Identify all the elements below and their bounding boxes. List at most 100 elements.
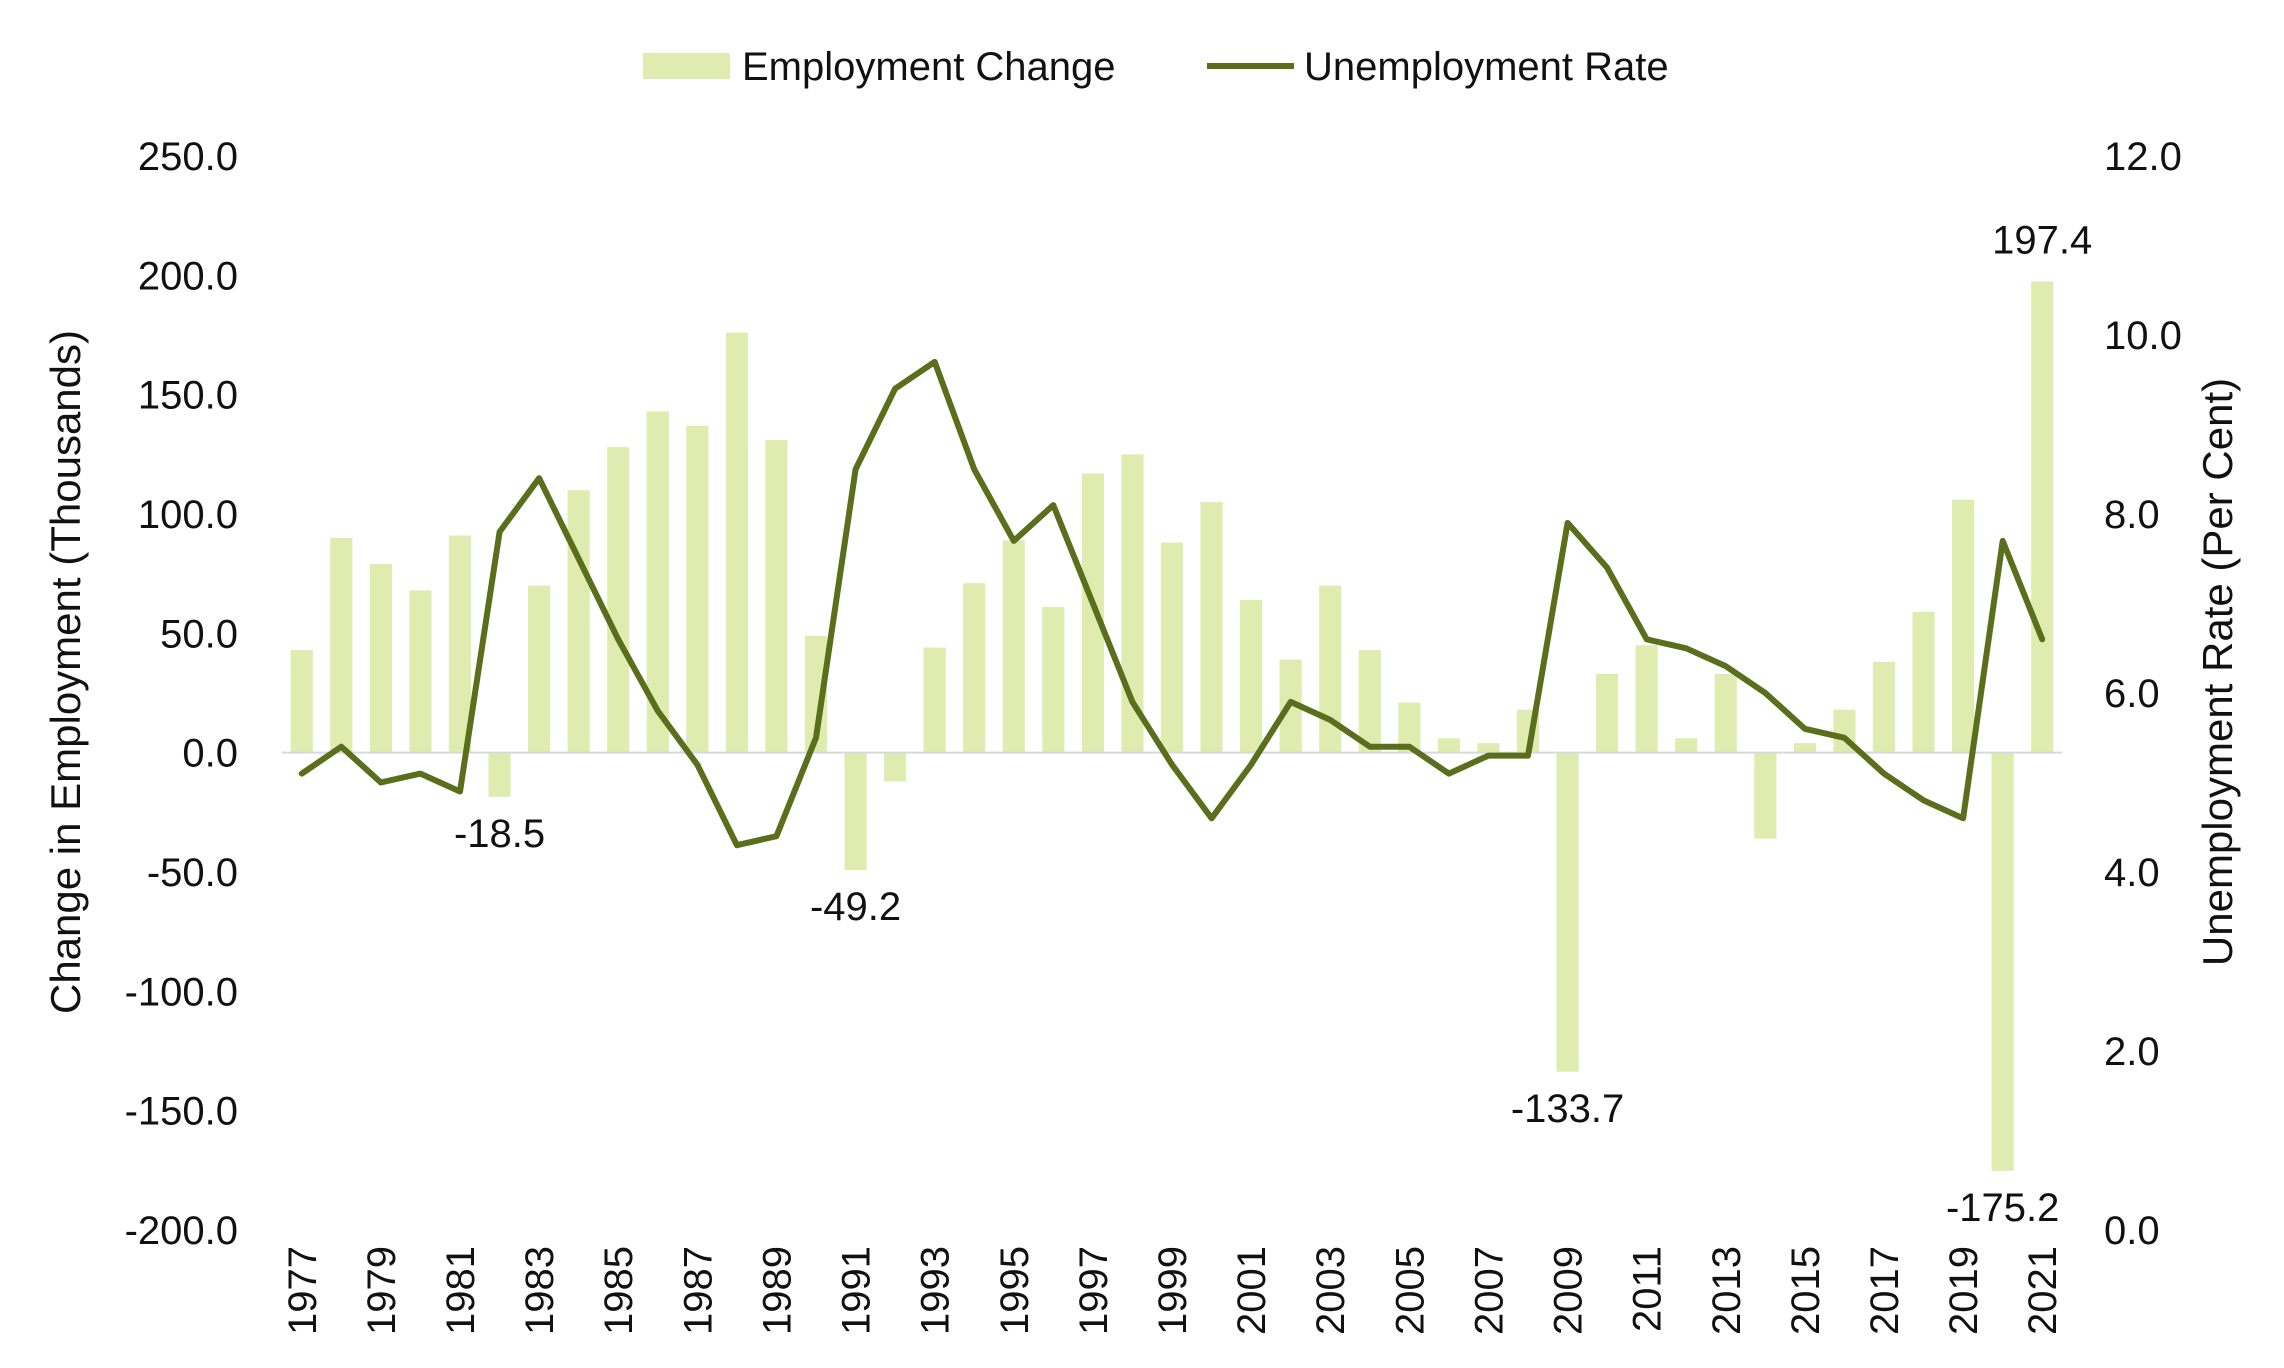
x-tick-label: 1999 — [1151, 1246, 1195, 1335]
employment-change-bar-1994 — [963, 583, 986, 753]
x-tick-label: 1981 — [439, 1246, 483, 1335]
right-tick-label: 10.0 — [2104, 314, 2182, 358]
employment-change-bar-2003 — [1319, 585, 1342, 753]
left-tick-label: -100.0 — [125, 970, 238, 1014]
x-tick-label: 2017 — [1863, 1246, 1907, 1335]
left-axis-title: Change in Employment (Thousands) — [42, 330, 89, 1014]
employment-change-bar-1983 — [528, 585, 551, 753]
employment-change-bar-1991 — [844, 752, 867, 871]
employment-change-bar-2001 — [1240, 599, 1263, 753]
right-axis-title: Unemployment Rate (Per Cent) — [2194, 378, 2241, 966]
x-tick-label: 2013 — [1705, 1246, 1749, 1335]
left-tick-label: -50.0 — [147, 851, 238, 895]
x-tick-label: 2009 — [1547, 1246, 1591, 1335]
employment-change-bar-2014 — [1754, 752, 1777, 839]
employment-change-bar-1988 — [725, 332, 748, 753]
employment-change-bar-1980 — [409, 590, 432, 753]
x-tick-label: 1977 — [281, 1246, 325, 1335]
employment-change-bar-1982 — [488, 752, 511, 797]
employment-change-bar-1977 — [290, 650, 313, 753]
employment-change-bar-2010 — [1596, 673, 1619, 753]
data-label-2009: -133.7 — [1511, 1087, 1624, 1131]
employment-change-bar-2000 — [1200, 502, 1223, 753]
employment-change-bar-2015 — [1793, 743, 1816, 753]
employment-change-bar-1997 — [1081, 473, 1104, 753]
employment-change-bar-1999 — [1160, 542, 1184, 753]
right-tick-label: 4.0 — [2104, 851, 2160, 895]
data-label-1982: -18.5 — [454, 812, 545, 856]
x-tick-label: 1985 — [597, 1246, 641, 1335]
x-tick-label: 1993 — [914, 1246, 958, 1335]
employment-change-bar-2007 — [1477, 743, 1500, 753]
right-tick-label: 6.0 — [2104, 672, 2160, 716]
x-tick-label: 2003 — [1309, 1246, 1353, 1335]
employment-change-bar-1990 — [804, 635, 828, 753]
left-tick-label: 50.0 — [160, 612, 238, 656]
x-tick-label: 2021 — [2021, 1246, 2065, 1335]
right-tick-label: 2.0 — [2104, 1030, 2160, 1074]
data-label-2020: -175.2 — [1946, 1186, 2059, 1230]
employment-change-bars — [290, 281, 2054, 1171]
employment-change-bar-2018 — [1912, 611, 1935, 753]
data-label-1991: -49.2 — [810, 885, 901, 929]
x-tick-label: 1983 — [518, 1246, 562, 1335]
x-tick-label: 2015 — [1784, 1246, 1828, 1335]
employment-change-bar-2011 — [1635, 645, 1658, 753]
employment-change-bar-1981 — [448, 535, 472, 753]
employment-change-bar-2020 — [1991, 752, 2014, 1171]
x-tick-label: 1995 — [993, 1246, 1037, 1335]
employment-change-bar-1996 — [1042, 607, 1065, 753]
employment-change-bar-1978 — [330, 537, 353, 753]
employment-change-bar-1992 — [884, 752, 907, 782]
left-axis-ticks: -200.0 -150.0 -100.0 -50.0 0.0 50.0 100.0 150.0… — [125, 135, 238, 1253]
x-tick-label: 1997 — [1072, 1246, 1116, 1335]
employment-change-bar-1984 — [567, 490, 590, 753]
employment-change-bar-2012 — [1675, 738, 1698, 753]
x-tick-label: 2011 — [1626, 1246, 1670, 1332]
left-tick-label: 150.0 — [138, 374, 238, 418]
employment-change-bar-2013 — [1714, 673, 1737, 753]
bar-data-labels: -18.5 -49.2 -133.7 -175.2 197.4 — [454, 219, 2092, 1230]
x-tick-label: 1991 — [835, 1246, 879, 1335]
employment-change-bar-1993 — [923, 647, 946, 753]
left-tick-label: 100.0 — [138, 493, 238, 537]
x-axis-ticks: 1977 1979 1981 1983 1985 1987 1989 1991 1993 1995… — [281, 1246, 2065, 1335]
employment-change-bar-2005 — [1398, 702, 1421, 753]
legend-label-unemployment-rate: Unemployment Rate — [1304, 45, 1669, 89]
employment-change-bar-1989 — [765, 440, 788, 753]
employment-change-bar-2004 — [1358, 650, 1381, 753]
x-tick-label: 2007 — [1467, 1246, 1511, 1335]
x-tick-label: 2001 — [1230, 1246, 1274, 1335]
legend-label-employment-change: Employment Change — [742, 45, 1116, 89]
x-tick-label: 1987 — [676, 1246, 720, 1335]
right-tick-label: 8.0 — [2104, 493, 2160, 537]
employment-change-bar-2006 — [1437, 738, 1460, 753]
employment-change-bar-2009 — [1556, 752, 1579, 1072]
employment-change-bar-2019 — [1952, 499, 1975, 753]
legend: Employment Change Unemployment Rate — [643, 45, 1669, 89]
x-tick-label: 1989 — [755, 1246, 799, 1335]
employment-change-bar-2017 — [1872, 661, 1896, 753]
employment-change-bar-1987 — [686, 425, 709, 753]
left-tick-label: 0.0 — [182, 732, 238, 776]
employment-change-bar-1986 — [646, 411, 669, 753]
right-tick-label: 12.0 — [2104, 135, 2182, 179]
right-tick-label: 0.0 — [2104, 1209, 2160, 1253]
x-tick-label: 1979 — [360, 1246, 404, 1335]
x-tick-label: 2005 — [1388, 1246, 1432, 1335]
employment-change-bar-1979 — [369, 564, 392, 753]
x-tick-label: 2019 — [1942, 1246, 1986, 1335]
left-tick-label: -200.0 — [125, 1209, 238, 1253]
left-tick-label: 250.0 — [138, 135, 238, 179]
employment-change-bar-1998 — [1121, 454, 1144, 753]
employment-change-bar-1995 — [1002, 540, 1025, 753]
left-tick-label: -150.0 — [125, 1090, 238, 1134]
right-axis-ticks: 0.0 2.0 4.0 6.0 8.0 10.0 12.0 — [2104, 135, 2182, 1253]
unemployment-rate-line — [298, 358, 2046, 849]
left-tick-label: 200.0 — [138, 254, 238, 298]
employment-change-bar-1985 — [607, 447, 630, 753]
legend-swatch-employment-change — [643, 53, 730, 79]
data-label-2021: 197.4 — [1992, 219, 2092, 263]
employment-change-bar-2021 — [2031, 281, 2054, 753]
